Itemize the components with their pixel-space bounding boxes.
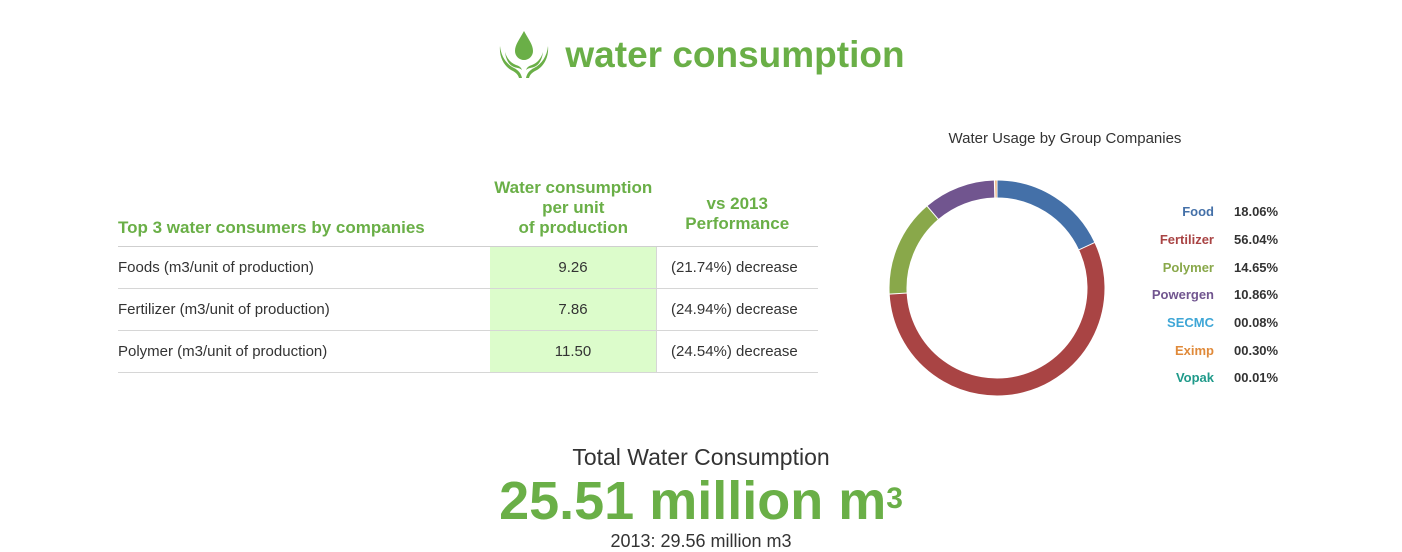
legend-value: 00.01% [1234, 370, 1279, 386]
chart-title: Water Usage by Group Companies [948, 130, 1182, 147]
total-value: 25.51 million m3 [0, 473, 1402, 529]
legend-item-powergen: Powergen 10.86% [1130, 281, 1304, 309]
donut-slice-polymer [889, 206, 939, 295]
donut-slice-fertilizer [889, 242, 1105, 396]
row-label: Foods (m3/unit of production) [118, 246, 490, 289]
total-label: Total Water Consumption [572, 444, 830, 470]
header-performance: vs 2013 Performance [656, 178, 818, 247]
legend-item-eximp: Eximp 00.30% [1130, 336, 1304, 364]
header-consumption-per-unit: Water consumption per unit of production [490, 178, 657, 247]
legend-value: 56.04% [1234, 232, 1279, 248]
donut-separator [926, 205, 940, 221]
donut-slice-food [996, 180, 1095, 250]
legend-label: Fertilizer [1159, 232, 1214, 248]
legend-value: 14.65% [1234, 259, 1279, 275]
total-value-text: 25.51 million m [499, 471, 887, 531]
legend-value: 18.06% [1234, 204, 1279, 220]
row-value: 9.26 [490, 246, 657, 289]
row-performance: (21.74%) decrease [656, 246, 818, 289]
row-label: Polymer (m3/unit of production) [118, 330, 490, 373]
donut-separator [1077, 241, 1096, 251]
legend-item-fertilizer: Fertilizer 56.04% [1130, 226, 1304, 254]
donut-separator [888, 292, 908, 295]
legend-item-secmc: SECMC 00.08% [1130, 309, 1304, 337]
table-header-row: Top 3 water consumers by companies Water… [118, 178, 818, 247]
total-section: Total Water Consumption 25.51 million m3… [0, 444, 1402, 552]
legend-value: 00.08% [1234, 315, 1279, 331]
chart-legend: Food 18.06% Fertilizer 56.04% Polymer 14.65% P… [1130, 198, 1304, 392]
row-value: 7.86 [490, 288, 657, 331]
legend-item-vopak: Vopak 00.01% [1130, 364, 1304, 392]
header: water consumption [0, 28, 1402, 87]
consumers-table: Top 3 water consumers by companies Water… [118, 178, 818, 373]
header-consumption-line-3: of production [518, 218, 629, 237]
row-label: Fertilizer (m3/unit of production) [118, 288, 490, 331]
total-value-superscript: 3 [886, 482, 903, 515]
header-consumption-line-1: Water consumption [494, 178, 653, 197]
page-title: water consumption [565, 34, 905, 75]
legend-label: Polymer [1162, 259, 1214, 275]
legend-label: Food [1182, 204, 1214, 220]
legend-item-food: Food 18.06% [1130, 198, 1304, 226]
header-companies: Top 3 water consumers by companies [118, 178, 490, 247]
table-row: Foods (m3/unit of production) 9.26 (21.7… [118, 246, 818, 289]
legend-value: 00.30% [1234, 342, 1279, 358]
total-previous-year: 2013: 29.56 million m3 [610, 531, 792, 551]
water-drop-hands-icon [500, 31, 549, 78]
legend-label: Eximp [1174, 342, 1214, 358]
header-consumption-line-2: per unit [542, 198, 605, 217]
row-performance: (24.54%) decrease [656, 330, 818, 373]
legend-item-polymer: Polymer 14.65% [1130, 253, 1304, 281]
donut-slice-powergen [927, 180, 996, 220]
header-performance-line-2: Performance [685, 214, 790, 233]
header-performance-line-1: vs 2013 [706, 194, 768, 213]
consumers-table-container: Top 3 water consumers by companies Water… [118, 178, 818, 373]
row-value: 11.50 [490, 330, 657, 373]
table-row: Polymer (m3/unit of production) 11.50 (2… [118, 330, 818, 373]
legend-label: Vopak [1175, 370, 1214, 386]
legend-label: Powergen [1151, 287, 1214, 303]
donut-chart [888, 179, 1105, 396]
table-row: Fertilizer (m3/unit of production) 7.86 … [118, 288, 818, 331]
legend-label: SECMC [1167, 315, 1214, 331]
row-performance: (24.94%) decrease [656, 288, 818, 331]
legend-value: 10.86% [1234, 287, 1279, 303]
